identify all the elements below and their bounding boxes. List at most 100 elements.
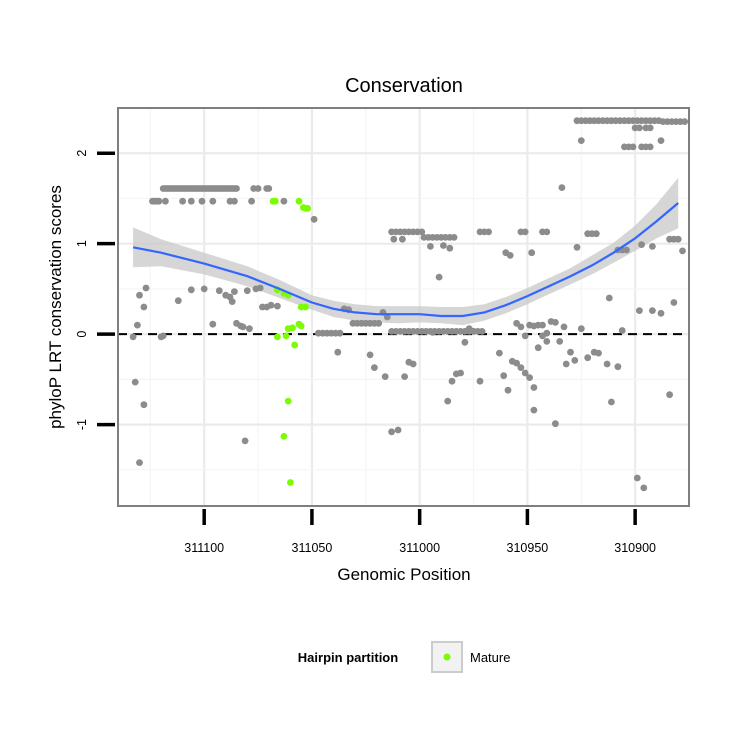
panel-border: [117, 107, 690, 507]
y-tick-label: 0: [75, 331, 89, 338]
point-other: [140, 401, 148, 409]
point-other: [552, 319, 559, 326]
point-other: [562, 360, 570, 368]
point-other: [452, 370, 460, 378]
point-other: [470, 328, 477, 335]
point-other: [543, 228, 551, 236]
point-other: [334, 348, 342, 356]
x-tick-label: 311050: [292, 541, 333, 555]
point-mature: [280, 433, 288, 440]
point-other: [592, 230, 600, 238]
y-axis-title: phyloP LRT conservation scores: [46, 185, 65, 429]
point-other: [657, 309, 665, 317]
point-other: [623, 246, 630, 254]
point-other: [265, 185, 273, 192]
point-other: [162, 197, 169, 205]
point-other: [435, 273, 443, 281]
point-mature: [274, 333, 281, 341]
point-other: [666, 391, 673, 399]
point-other: [129, 333, 137, 341]
point-other: [390, 235, 398, 243]
point-other: [584, 354, 592, 362]
point-other: [256, 284, 264, 292]
point-other: [636, 307, 643, 314]
point-other: [526, 374, 533, 381]
point-other: [595, 349, 602, 357]
point-other: [573, 243, 581, 251]
point-other: [530, 406, 538, 414]
point-other: [248, 197, 256, 205]
point-other: [608, 398, 615, 406]
point-other: [500, 372, 508, 380]
point-other: [254, 185, 262, 192]
point-other: [131, 378, 139, 386]
point-other: [405, 358, 413, 366]
point-other: [239, 323, 247, 331]
point-other: [371, 364, 378, 371]
point-other: [241, 437, 249, 445]
point-mature: [304, 205, 311, 212]
point-other: [418, 228, 426, 236]
point-mature: [297, 322, 305, 330]
point-other: [629, 143, 637, 151]
legend-key-mature: [443, 653, 451, 661]
point-other: [478, 328, 486, 335]
plot-panel: [117, 107, 690, 507]
point-other: [517, 364, 525, 371]
point-other: [640, 484, 648, 492]
point-other: [429, 328, 436, 336]
x-tick-label: 311000: [399, 541, 440, 555]
data-points: [129, 117, 689, 492]
point-other: [670, 299, 678, 306]
point-other: [521, 228, 529, 236]
point-other: [633, 474, 641, 482]
point-other: [209, 320, 217, 328]
point-other: [136, 291, 143, 299]
point-other: [231, 197, 238, 205]
point-other: [187, 197, 195, 205]
point-other: [539, 332, 546, 340]
point-other: [577, 137, 585, 145]
point-other: [681, 118, 689, 125]
point-other: [375, 319, 383, 327]
point-mature: [291, 341, 299, 349]
point-other: [140, 303, 148, 311]
point-other: [136, 459, 143, 466]
point-other: [674, 235, 682, 243]
x-axis: 311100 311050 311000 310950 310900: [184, 509, 656, 555]
point-other: [552, 420, 559, 428]
point-other: [134, 321, 141, 329]
point-other: [209, 197, 217, 205]
x-axis-title: Genomic Position: [337, 565, 470, 584]
point-other: [461, 338, 469, 346]
point-mature: [295, 197, 303, 205]
y-tick-label: 2: [75, 150, 89, 157]
point-other: [399, 235, 406, 243]
point-other: [560, 323, 568, 331]
point-other: [427, 243, 434, 250]
point-other: [440, 242, 447, 249]
point-other: [513, 359, 520, 367]
point-other: [198, 197, 206, 205]
point-other: [605, 294, 613, 302]
point-other: [310, 215, 318, 223]
point-other: [336, 329, 344, 337]
point-other: [521, 332, 529, 340]
point-other: [179, 197, 187, 205]
point-other: [556, 338, 564, 345]
point-other: [504, 386, 512, 394]
point-other: [496, 349, 503, 357]
point-other: [231, 288, 238, 295]
point-mature: [284, 397, 292, 405]
point-other: [246, 325, 253, 333]
point-other: [267, 301, 275, 309]
point-other: [274, 302, 281, 310]
point-other: [636, 124, 643, 132]
point-other: [155, 197, 163, 205]
point-mature: [289, 324, 296, 332]
point-other: [646, 143, 654, 151]
point-other: [528, 249, 536, 257]
point-other: [200, 285, 208, 293]
chart-title: Conservation: [345, 75, 463, 97]
